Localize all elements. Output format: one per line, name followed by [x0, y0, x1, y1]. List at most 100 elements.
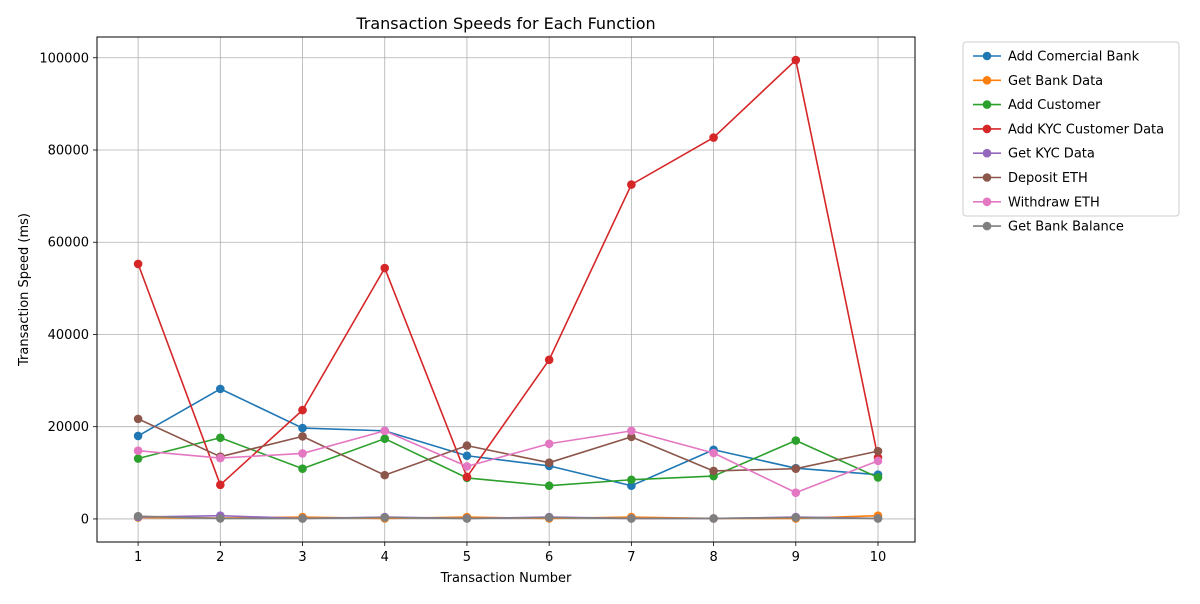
data-point	[873, 514, 883, 523]
x-tick-label: 6	[545, 550, 553, 565]
series-group	[133, 433, 883, 491]
data-point	[709, 448, 718, 458]
data-point	[791, 488, 801, 497]
data-point	[298, 432, 307, 441]
data-point	[544, 439, 554, 449]
data-point	[462, 441, 472, 450]
data-point	[791, 55, 801, 65]
legend: Add Comercial Bank Get Bank Data Add Custo…	[962, 41, 1180, 235]
legend-frame	[962, 41, 1180, 217]
data-point	[216, 384, 225, 394]
x-tick-label: 8	[709, 550, 717, 565]
x-tick-label: 7	[627, 550, 635, 565]
y-tick-label: 80000	[48, 143, 89, 158]
data-point	[380, 426, 390, 436]
data-point	[133, 259, 143, 269]
series-line	[137, 436, 879, 487]
legend-label: Get Bank Balance	[1008, 220, 1124, 235]
data-point	[462, 451, 472, 461]
legend-swatch-marker	[982, 51, 992, 61]
series-group	[133, 384, 883, 491]
series-layer	[133, 55, 883, 523]
data-point	[791, 464, 801, 473]
legend-label: Add Comercial Bank	[1008, 50, 1140, 65]
axis-ticks: 1 2 3 4 5 6 7 8 9 10 0 20000 40000 60000 80000 100000	[39, 51, 886, 565]
legend-label: Add KYC Customer Data	[1008, 122, 1164, 137]
data-point	[627, 514, 636, 523]
y-tick-label: 20000	[48, 420, 89, 435]
series-line	[137, 388, 879, 487]
data-point	[627, 426, 636, 436]
legend-entry: Get KYC Data	[973, 147, 1095, 162]
series-line	[137, 59, 879, 486]
y-axis-label: Transaction Speed (ms)	[17, 213, 32, 367]
series-group	[133, 426, 883, 497]
data-point	[544, 355, 554, 365]
legend-entry: Deposit ETH	[973, 171, 1088, 186]
x-tick-label: 3	[298, 550, 306, 565]
data-point	[133, 511, 143, 521]
data-point	[462, 472, 472, 482]
plot-frame	[96, 36, 916, 543]
data-point	[298, 405, 307, 415]
y-tick-label: 0	[81, 512, 89, 527]
data-point	[627, 432, 636, 442]
data-point	[873, 473, 883, 482]
y-tick-label: 60000	[48, 236, 89, 251]
data-point	[380, 434, 390, 443]
legend-entry: Add Comercial Bank	[973, 50, 1140, 65]
legend-swatch-marker	[982, 148, 992, 158]
data-point	[133, 446, 143, 455]
data-point	[216, 480, 225, 490]
x-tick-label: 1	[134, 550, 142, 565]
y-tick-label: 100000	[39, 51, 89, 66]
data-point	[873, 456, 883, 466]
data-point	[627, 481, 636, 491]
legend-label: Deposit ETH	[1008, 171, 1088, 186]
data-point	[133, 454, 143, 463]
legend-swatch-marker	[982, 124, 992, 134]
series-group	[133, 55, 883, 490]
data-point	[380, 263, 390, 273]
legend-label: Get Bank Data	[1008, 74, 1103, 89]
data-point	[709, 466, 718, 476]
legend-entry: Get Bank Data	[973, 74, 1103, 89]
x-tick-label: 2	[216, 550, 224, 565]
legend-swatch-marker	[982, 100, 992, 109]
legend-label: Get KYC Data	[1008, 147, 1095, 162]
data-point	[133, 431, 143, 441]
data-point	[216, 453, 225, 463]
series-line	[138, 430, 879, 494]
chart-title: Transaction Speeds for Each Function	[355, 14, 655, 33]
data-point	[709, 133, 718, 142]
data-point	[298, 514, 307, 523]
data-point	[627, 180, 636, 189]
legend-swatch-marker	[982, 221, 992, 231]
x-tick-label: 9	[792, 550, 800, 565]
series-line	[137, 418, 879, 476]
series-line	[138, 515, 879, 520]
x-tick-label: 4	[381, 550, 389, 565]
data-point	[709, 514, 718, 523]
x-axis-label: Transaction Number	[440, 571, 572, 586]
x-tick-label: 10	[870, 550, 887, 565]
legend-entry: Withdraw ETH	[973, 195, 1100, 210]
data-point	[544, 513, 554, 522]
y-tick-label: 40000	[48, 328, 89, 343]
data-point	[298, 449, 307, 458]
data-point	[216, 433, 225, 443]
data-point	[791, 513, 801, 522]
x-tick-label: 5	[463, 550, 471, 565]
data-point	[544, 481, 554, 491]
data-point	[298, 423, 307, 433]
legend-entry: Add KYC Customer Data	[973, 122, 1164, 137]
legend-entry: Add Customer	[973, 98, 1101, 113]
legend-swatch-marker	[982, 197, 992, 207]
legend-label: Withdraw ETH	[1008, 195, 1100, 210]
legend-swatch-marker	[982, 173, 992, 182]
data-point	[873, 446, 883, 456]
data-point	[462, 462, 472, 471]
data-point	[544, 458, 554, 467]
